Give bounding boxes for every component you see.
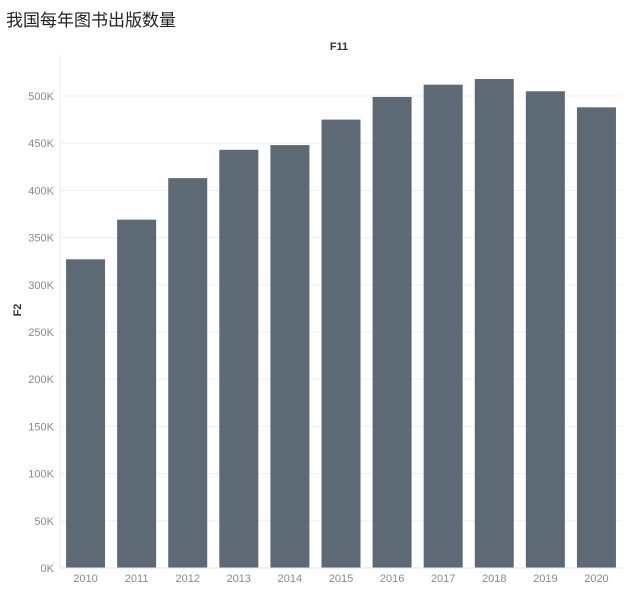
x-tick-label: 2019 — [533, 573, 557, 585]
bar-2013 — [219, 149, 259, 569]
bar-2018 — [474, 79, 514, 569]
y-tick-label: 500K — [28, 91, 54, 103]
x-tick-label: 2014 — [278, 573, 302, 585]
y-tick-label: 150K — [28, 421, 54, 433]
bar-2012 — [168, 178, 208, 569]
y-tick-label: 450K — [28, 138, 54, 150]
x-tick-label: 2020 — [584, 573, 608, 585]
x-tick-label: 2018 — [482, 573, 506, 585]
y-tick-label: 300K — [28, 280, 54, 292]
x-tick-label: 2017 — [431, 573, 455, 585]
x-tick-label: 2016 — [380, 573, 404, 585]
bar-2019 — [525, 91, 565, 568]
column-header: F11 — [330, 41, 348, 53]
bar-2020 — [576, 107, 616, 568]
bar-2010 — [66, 259, 106, 568]
y-tick-label: 100K — [28, 469, 54, 481]
y-tick-label: 50K — [34, 516, 54, 528]
y-tick-label: 0K — [41, 563, 55, 575]
bar-2014 — [270, 145, 310, 568]
x-tick-label: 2011 — [125, 573, 149, 585]
x-tick-label: 2013 — [227, 573, 251, 585]
chart-title: 我国每年图书出版数量 — [6, 11, 176, 31]
bar-2017 — [423, 84, 463, 568]
bar-2016 — [372, 96, 412, 568]
x-tick-label: 2015 — [329, 573, 353, 585]
x-tick-label: 2010 — [73, 573, 97, 585]
y-tick-label: 400K — [28, 185, 54, 197]
bar-2011 — [117, 219, 157, 568]
y-tick-label: 200K — [28, 374, 54, 386]
y-tick-label: 250K — [28, 327, 54, 339]
bar-2015 — [321, 119, 361, 568]
y-axis-title: F2 — [12, 304, 24, 317]
y-tick-label: 350K — [28, 233, 54, 245]
x-tick-label: 2012 — [175, 573, 199, 585]
